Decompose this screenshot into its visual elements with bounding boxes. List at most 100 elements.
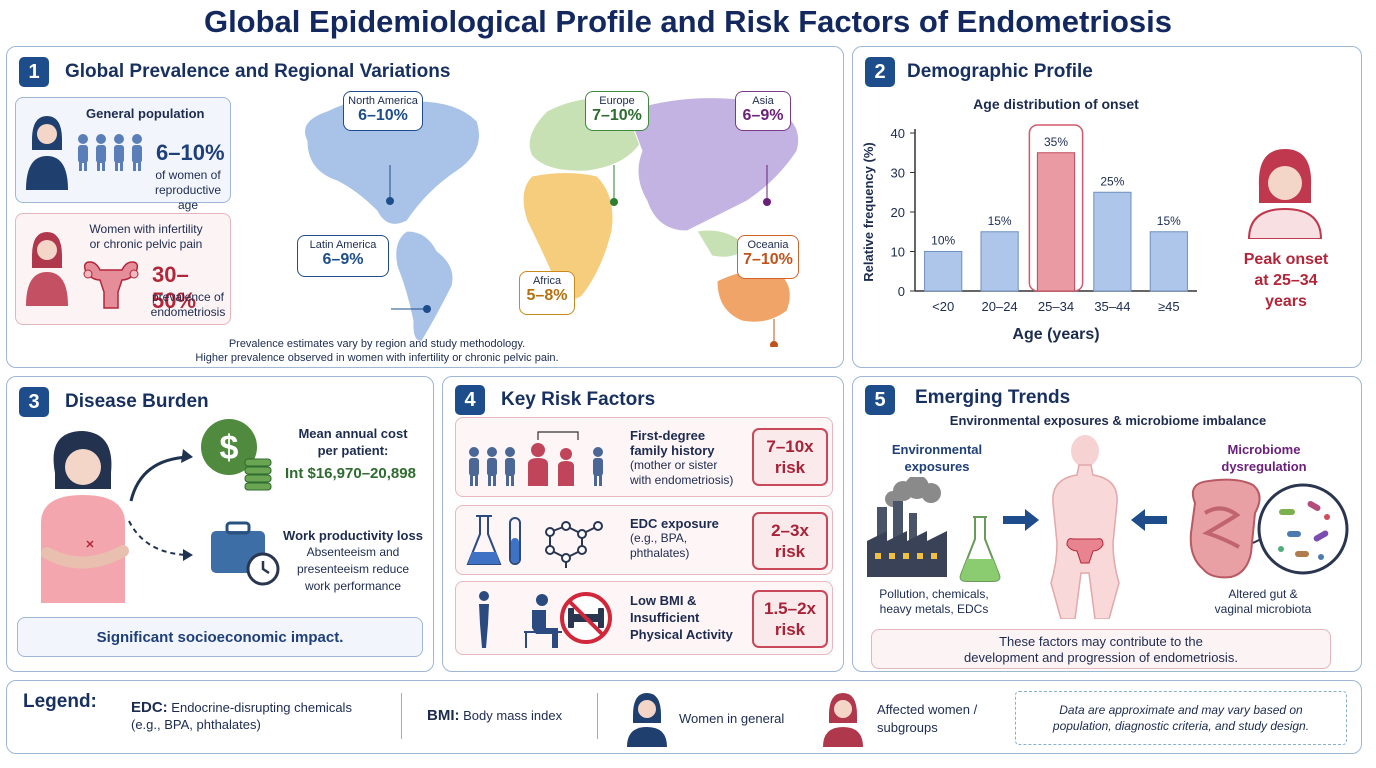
panel-subtitle: Environmental exposures & microbiome imb…: [949, 413, 1267, 428]
peak-onset-note: Peak onset at 25–34 years: [1243, 251, 1329, 310]
group-people-icon: [78, 134, 142, 171]
productivity-text: Work productivity loss Absenteeism and p…: [283, 528, 423, 593]
y-tick-label: 30: [891, 166, 905, 181]
region-label-north-america: North America 6–10%: [343, 91, 423, 131]
family-icon: [469, 431, 603, 486]
gut-microbiota-icon: [1189, 478, 1349, 579]
general-population-desc: of women of reproductive age: [154, 168, 222, 212]
region-label-europe: Europe 7–10%: [585, 91, 649, 131]
woman-in-pain-illustration: [41, 431, 129, 603]
family-history-text: First-degree family history (mother or s…: [630, 428, 734, 487]
x-tick-label: 20–24: [982, 299, 1018, 314]
affected-woman-icon: [26, 232, 68, 306]
region-label-latin-america: Latin America 6–9%: [297, 235, 389, 277]
cost-value: Int $16,970–20,898: [285, 465, 416, 482]
environmental-heading: Environmental exposures: [891, 442, 983, 474]
uterus-icon: [83, 261, 139, 309]
x-tick-label: <20: [932, 299, 954, 314]
panel-global-prevalence: 1 Global Prevalence and Regional Variati…: [6, 46, 844, 368]
risk-row-family-history: First-degree family history (mother or s…: [455, 417, 833, 497]
y-axis-label: Relative frequency (%): [861, 142, 876, 281]
risk-badge: 1.5–2x risk: [752, 590, 828, 648]
panel-title: Key Risk Factors: [501, 389, 656, 410]
infertility-desc: prevalence of endometriosis: [150, 290, 226, 319]
legend-affected: Affected women / subgroups: [877, 702, 978, 735]
age-onset-chart: Age distribution of onset Relative freque…: [861, 96, 1197, 343]
risk-row-low-bmi: Low BMI & Insufficient Physical Activity…: [455, 581, 833, 655]
legend-disclaimer: Data are approximate and may vary based …: [1015, 691, 1347, 745]
y-tick-label: 20: [891, 205, 905, 220]
general-population-card: General population 6–10% of women of rep…: [15, 97, 231, 212]
microbiome-heading: Microbiome dysregulation: [1221, 442, 1307, 474]
affected-woman-icon: [1247, 149, 1323, 239]
bar: [924, 251, 963, 292]
panel-number: 3: [19, 387, 49, 417]
bar: [1149, 231, 1188, 292]
panel-title: Global Prevalence and Regional Variation…: [65, 61, 451, 82]
y-tick-label: 10: [891, 245, 905, 260]
impact-banner: Significant socioeconomic impact.: [17, 617, 423, 657]
arrow-right-icon: [1003, 509, 1039, 531]
data-label: 15%: [988, 214, 1012, 228]
region-label-oceania: Oceania 7–10%: [737, 235, 799, 279]
legend-bar: Legend: EDC: Endocrine-disrupting chemic…: [6, 680, 1362, 754]
world-map: [304, 97, 799, 347]
general-population-label: General population: [86, 106, 205, 121]
data-label: 10%: [931, 234, 955, 248]
x-tick-label: 35–44: [1094, 299, 1130, 314]
arrow-to-cost: [129, 449, 193, 502]
latin-america-shape: [395, 230, 454, 342]
page-title: Global Epidemiological Profile and Risk …: [203, 4, 1173, 39]
cost-label: Mean annual cost per patient:: [298, 426, 408, 458]
data-label: 35%: [1044, 135, 1068, 149]
infertility-label: Women with infertility or chronic pelvic…: [89, 222, 203, 251]
infertility-card: Women with infertility or chronic pelvic…: [15, 213, 231, 325]
panel-emerging-trends: 5 Emerging Trends Environmental exposure…: [852, 376, 1362, 672]
data-label: 25%: [1100, 174, 1124, 188]
arrow-left-icon: [1131, 509, 1167, 531]
woman-general-icon: [627, 693, 667, 747]
svg-text:$: $: [220, 429, 239, 467]
panel-number: 2: [865, 57, 895, 87]
y-tick-label: 0: [898, 284, 905, 299]
map-note: Prevalence estimates vary by region and …: [195, 338, 559, 364]
bar: [980, 231, 1019, 292]
edc-exposure-text: EDC exposure (e.g., BPA, phthalates): [630, 516, 719, 560]
x-tick-label: ≥45: [1158, 299, 1180, 314]
flask-molecule-icon: [466, 515, 603, 568]
risk-badge: 7–10x risk: [752, 428, 828, 486]
legend-women-general: Women in general: [679, 711, 785, 726]
africa-shape: [522, 172, 614, 300]
panel-demographic-profile: 2 Demographic Profile Age distribution o…: [852, 46, 1362, 368]
legend-divider: [401, 693, 402, 739]
panel-disease-burden: 3 Disease Burden $ Mean annual cost per …: [6, 376, 434, 672]
panel-number: 4: [455, 385, 485, 415]
panel-risk-factors: 4 Key Risk Factors First-degree family h…: [442, 376, 844, 672]
briefcase-clock-icon: [211, 521, 280, 586]
low-bmi-text: Low BMI & Insufficient Physical Activity: [630, 593, 733, 642]
region-label-asia: Asia 6–9%: [735, 91, 791, 131]
panel-number: 1: [19, 57, 49, 87]
legend-edc: EDC: Endocrine-disrupting chemicals (e.g…: [131, 699, 352, 732]
data-label: 15%: [1157, 214, 1181, 228]
legend-divider: [597, 693, 598, 739]
y-tick-label: 40: [891, 126, 905, 141]
factory-pollution-icon: [867, 477, 947, 577]
dollar-coins-icon: $: [201, 419, 272, 491]
pollution-caption: Pollution, chemicals, heavy metals, EDCs: [879, 587, 989, 616]
woman-icon: [26, 116, 68, 190]
green-flask-icon: [959, 516, 1001, 582]
panel-title: Disease Burden: [65, 391, 209, 412]
x-axis-label: Age (years): [1012, 326, 1099, 343]
region-label-africa: Africa 5–8%: [519, 271, 575, 315]
bar: [1036, 152, 1076, 292]
conclusion-banner: These factors may contribute to the deve…: [871, 629, 1331, 669]
panel-title: Emerging Trends: [915, 387, 1071, 408]
general-population-value: 6–10%: [156, 140, 225, 165]
legend-bmi: BMI: Body mass index: [427, 707, 563, 724]
affected-woman-icon: [823, 693, 863, 747]
microbiota-caption: Altered gut & vaginal microbiota: [1214, 587, 1312, 616]
female-body-uterus-illustration: [1050, 435, 1120, 619]
panel-title: Demographic Profile: [907, 61, 1093, 82]
risk-badge: 2–3x risk: [752, 512, 828, 570]
